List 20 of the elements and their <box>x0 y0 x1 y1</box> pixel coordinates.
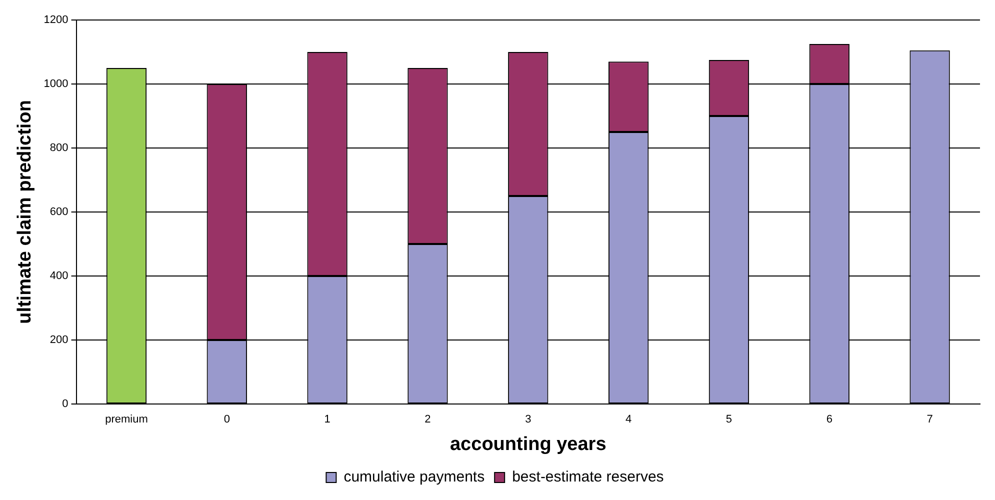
x-tick-label: 0 <box>224 414 230 426</box>
x-tick-label: 2 <box>424 414 431 426</box>
y-tick-label: 200 <box>50 334 68 346</box>
y-tick-label: 1200 <box>44 14 68 26</box>
y-tick-label: 0 <box>62 398 68 410</box>
y-tick-label: 1000 <box>44 78 68 90</box>
x-tick-label: 4 <box>625 414 632 426</box>
x-tick-label: 5 <box>726 414 732 426</box>
x-tick-label: 7 <box>926 414 933 426</box>
x-tick-label: premium <box>105 414 148 426</box>
y-tick-label: 600 <box>50 206 68 218</box>
y-tick-label: 400 <box>50 270 68 282</box>
y-tick-label: 800 <box>50 142 68 154</box>
legend-label: best-estimate reserves <box>512 468 664 486</box>
x-tick-label: 1 <box>324 414 330 426</box>
legend-label: cumulative payments <box>344 468 485 486</box>
x-axis-title: accounting years <box>450 434 606 455</box>
y-axis-title: ultimate claim prediction <box>14 100 36 324</box>
x-tick-label: 6 <box>826 414 832 426</box>
x-tick-label: 3 <box>525 414 532 426</box>
